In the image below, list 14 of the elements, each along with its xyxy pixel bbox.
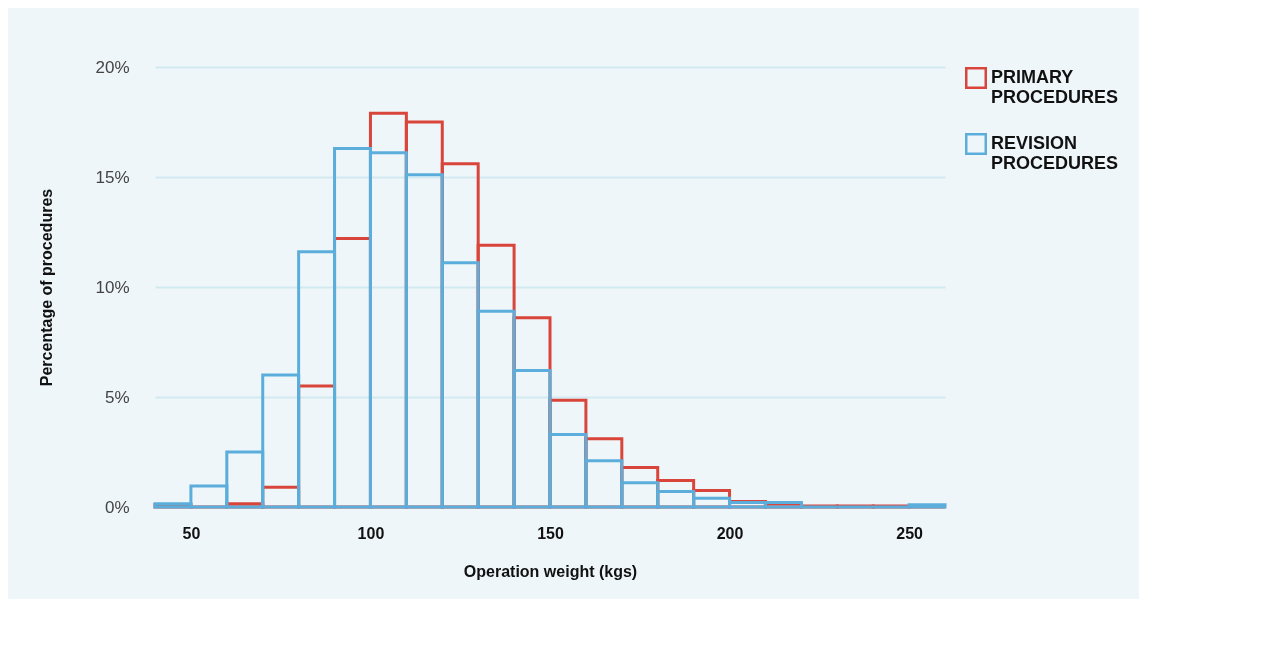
y-axis-title: Percentage of procedures bbox=[38, 188, 56, 387]
x-tick-label: 100 bbox=[357, 524, 385, 542]
y-tick-label: 20% bbox=[95, 57, 130, 77]
x-tick-label: 150 bbox=[537, 524, 564, 542]
x-tick-label: 50 bbox=[182, 524, 201, 542]
y-tick-label: 10% bbox=[95, 277, 130, 297]
y-tick-label: 5% bbox=[104, 387, 130, 407]
x-tick-label: 200 bbox=[716, 524, 744, 542]
legend-label: PRIMARY PROCEDURES bbox=[991, 67, 1119, 107]
legend-label: REVISION PROCEDURES bbox=[991, 133, 1119, 173]
x-tick-label: 250 bbox=[896, 524, 924, 542]
y-tick-label: 0% bbox=[104, 497, 130, 517]
x-axis-title: Operation weight (kgs) bbox=[463, 562, 638, 580]
y-tick-label: 15% bbox=[95, 167, 130, 187]
